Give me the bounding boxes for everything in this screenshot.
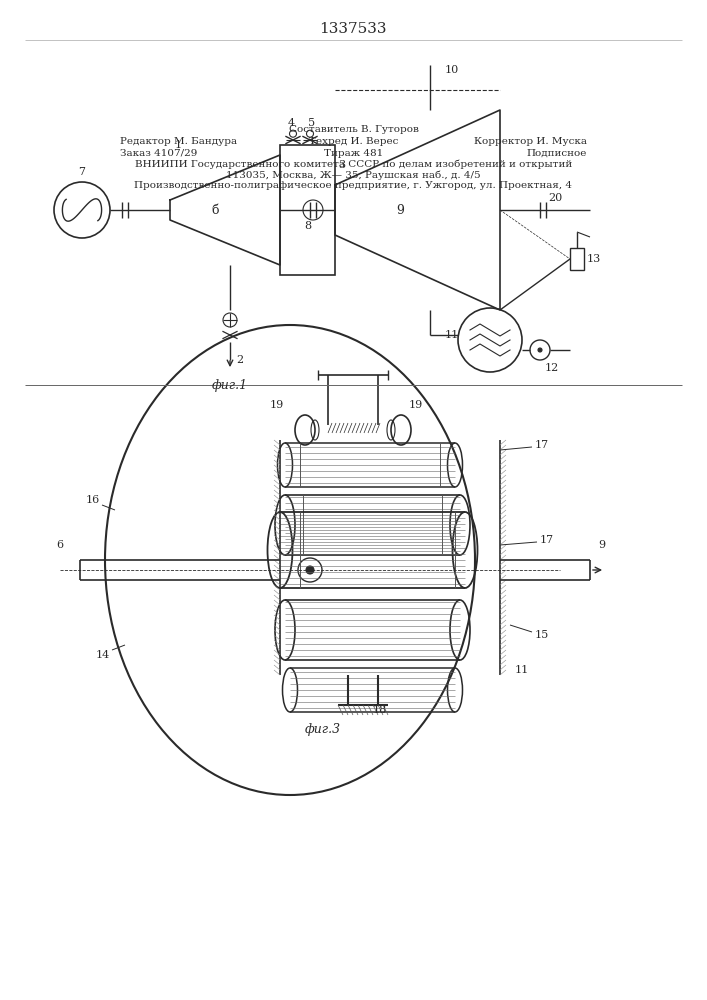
Circle shape [306,566,314,574]
Text: Подписное: Подписное [527,148,587,157]
Text: Корректор И. Муска: Корректор И. Муска [474,137,587,146]
Text: б: б [211,204,218,217]
Text: 1: 1 [175,140,182,150]
Text: Тираж 481: Тираж 481 [324,148,383,157]
Text: Редактор М. Бандура: Редактор М. Бандура [120,137,238,146]
Text: 11: 11 [515,665,530,675]
Text: 3: 3 [338,160,345,170]
Circle shape [538,348,542,352]
Text: ВНИИПИ Государственного комитета СССР по делам изобретений и открытий: ВНИИПИ Государственного комитета СССР по… [135,159,572,169]
Text: 12: 12 [545,363,559,373]
Text: 14: 14 [95,650,110,660]
Text: 17: 17 [540,535,554,545]
Text: 19: 19 [270,400,284,410]
Text: 19: 19 [409,400,423,410]
Text: 18: 18 [373,705,387,715]
Text: Составитель В. Гуторов: Составитель В. Гуторов [288,125,419,134]
Bar [280,145,335,275]
Text: 4: 4 [288,118,295,128]
Text: Производственно-полиграфическое предприятие, г. Ужгород, ул. Проектная, 4: Производственно-полиграфическое предприя… [134,182,573,190]
Bar [570,248,584,270]
Text: 10: 10 [445,65,460,75]
Text: фиг.3: фиг.3 [305,724,341,736]
Text: 20: 20 [548,193,562,203]
Text: Заказ 4107/29: Заказ 4107/29 [120,148,197,157]
Text: 7: 7 [78,167,86,177]
Text: 2: 2 [236,355,243,365]
Text: 9: 9 [396,204,404,217]
Text: 13: 13 [587,254,601,264]
Text: 113035, Москва, Ж— 35, Раушская наб., д. 4/5: 113035, Москва, Ж— 35, Раушская наб., д.… [226,170,481,180]
Text: 11: 11 [445,330,460,340]
Text: 9: 9 [598,540,605,550]
Text: 6: 6 [57,540,64,550]
Text: фиг.1: фиг.1 [212,378,248,391]
Text: Техред И. Верес: Техред И. Верес [309,137,398,146]
Text: 1337533: 1337533 [320,22,387,36]
Text: 16: 16 [86,495,100,505]
Text: 15: 15 [535,630,549,640]
Text: 17: 17 [535,440,549,450]
Text: 8: 8 [305,221,312,231]
Text: 5: 5 [308,118,315,128]
